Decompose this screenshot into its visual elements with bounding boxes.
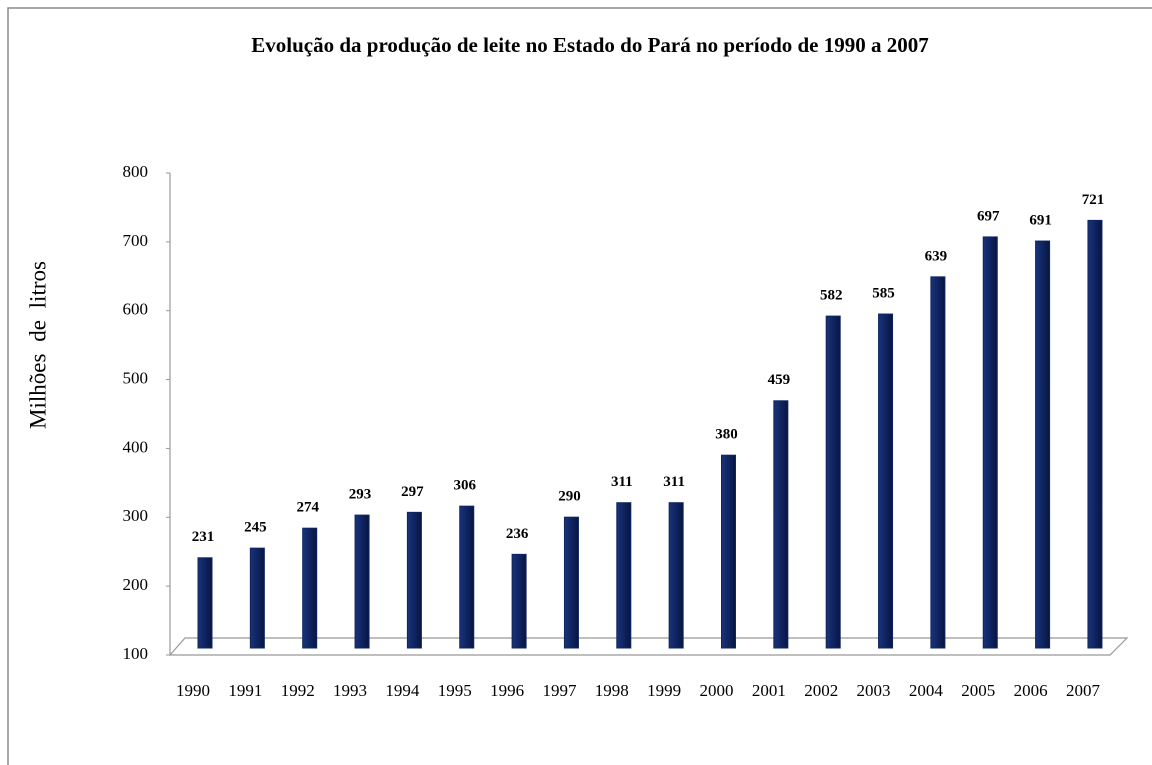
data-label: 293 bbox=[349, 487, 372, 503]
x-tick-label: 1992 bbox=[281, 681, 315, 700]
bar bbox=[406, 511, 422, 649]
data-label: 691 bbox=[1029, 212, 1052, 228]
bar bbox=[930, 276, 946, 649]
x-tick-label: 2002 bbox=[804, 681, 838, 700]
x-tick-label: 2007 bbox=[1066, 681, 1101, 700]
data-label: 311 bbox=[611, 474, 633, 490]
data-label: 231 bbox=[192, 529, 215, 545]
data-label: 639 bbox=[925, 248, 948, 264]
y-tick-label: 500 bbox=[123, 368, 149, 387]
x-tick-label: 2003 bbox=[857, 681, 891, 700]
data-label: 297 bbox=[401, 484, 424, 500]
x-tick-label: 1993 bbox=[333, 681, 367, 700]
bar bbox=[1035, 240, 1051, 649]
y-tick-label: 300 bbox=[123, 506, 149, 525]
bar bbox=[197, 557, 213, 649]
data-label: 459 bbox=[768, 372, 791, 388]
bar bbox=[616, 502, 632, 649]
bar bbox=[773, 400, 789, 649]
data-label: 290 bbox=[558, 489, 581, 505]
x-tick-label: 1998 bbox=[595, 681, 629, 700]
data-label: 274 bbox=[296, 500, 319, 516]
x-tick-label: 2005 bbox=[961, 681, 995, 700]
bar bbox=[302, 527, 318, 649]
x-tick-label: 1996 bbox=[490, 681, 524, 700]
y-tick-label: 200 bbox=[123, 575, 149, 594]
x-tick-label: 2001 bbox=[752, 681, 786, 700]
x-tick-label: 2006 bbox=[1014, 681, 1048, 700]
data-label: 585 bbox=[872, 285, 895, 301]
data-label: 380 bbox=[715, 427, 738, 443]
bar bbox=[668, 502, 684, 649]
bar bbox=[249, 547, 265, 649]
bar bbox=[563, 516, 579, 649]
y-tick-label: 100 bbox=[123, 644, 149, 663]
y-axis-label: Milhões de litros bbox=[25, 261, 50, 429]
data-label: 697 bbox=[977, 208, 1000, 224]
data-label: 245 bbox=[244, 520, 267, 536]
y-tick-label: 800 bbox=[123, 162, 149, 181]
bar bbox=[1087, 219, 1103, 649]
bar bbox=[825, 315, 841, 649]
y-tick-label: 600 bbox=[123, 300, 149, 319]
chart-frame bbox=[7, 7, 1152, 765]
x-tick-label: 1997 bbox=[542, 681, 577, 700]
data-label: 236 bbox=[506, 526, 529, 542]
data-label: 721 bbox=[1082, 192, 1105, 208]
bar bbox=[354, 514, 370, 649]
bar bbox=[878, 313, 894, 649]
bar bbox=[721, 454, 736, 649]
y-tick-label: 400 bbox=[123, 437, 149, 456]
x-tick-label: 1999 bbox=[647, 681, 681, 700]
chart-title: Evolução da produção de leite no Estado … bbox=[251, 33, 929, 57]
data-label: 306 bbox=[454, 478, 477, 494]
bar bbox=[511, 553, 527, 649]
data-label: 311 bbox=[663, 474, 685, 490]
y-tick-label: 700 bbox=[123, 231, 149, 250]
bar bbox=[982, 236, 998, 649]
data-label: 582 bbox=[820, 288, 843, 304]
x-tick-label: 1990 bbox=[176, 681, 210, 700]
x-tick-label: 1994 bbox=[385, 681, 420, 700]
x-tick-label: 1995 bbox=[438, 681, 472, 700]
x-tick-label: 2000 bbox=[700, 681, 734, 700]
x-tick-label: 2004 bbox=[909, 681, 944, 700]
x-tick-label: 1991 bbox=[228, 681, 262, 700]
bar bbox=[459, 505, 475, 649]
